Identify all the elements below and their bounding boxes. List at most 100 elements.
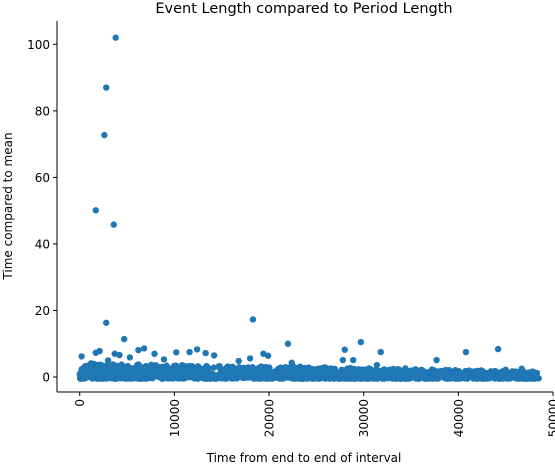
data-point: [360, 368, 368, 375]
data-point: [224, 363, 231, 370]
y-tick-label: 0: [42, 371, 50, 385]
data-point: [121, 375, 129, 382]
chart-title: Event Length compared to Period Length: [155, 1, 452, 17]
data-point: [273, 371, 280, 379]
data-point: [297, 363, 304, 370]
data-point: [206, 372, 214, 380]
data-point: [412, 375, 419, 382]
data-point: [352, 375, 360, 382]
data-point: [249, 316, 257, 323]
data-point: [246, 355, 254, 362]
data-point: [186, 373, 194, 381]
data-point: [379, 372, 386, 380]
data-point: [119, 368, 126, 375]
data-point: [112, 34, 119, 41]
data-point: [134, 372, 141, 380]
data-point: [357, 338, 365, 346]
data-point: [221, 373, 228, 381]
data-point: [194, 363, 202, 370]
data-point: [402, 365, 409, 372]
data-point: [300, 370, 308, 378]
data-point: [135, 366, 142, 373]
data-point: [502, 366, 509, 373]
data-point: [419, 367, 426, 374]
data-point: [135, 346, 142, 354]
data-point: [160, 356, 168, 363]
data-point: [472, 371, 479, 378]
data-point: [193, 369, 200, 376]
data-point: [407, 373, 414, 381]
data-point: [512, 368, 520, 375]
data-point: [464, 369, 471, 376]
data-point: [331, 366, 338, 374]
data-point: [162, 366, 169, 374]
data-point: [92, 207, 100, 214]
data-point: [186, 362, 194, 370]
data-point: [319, 374, 326, 382]
data-point: [438, 372, 445, 379]
data-point: [82, 362, 89, 370]
data-point: [210, 364, 218, 371]
data-point: [103, 319, 110, 326]
x-tick-label: 30000: [357, 399, 371, 437]
data-point: [372, 371, 380, 379]
data-point: [110, 221, 117, 228]
data-point: [310, 369, 318, 377]
y-tick-label: 80: [35, 104, 50, 118]
data-point: [142, 369, 150, 377]
data-point: [235, 357, 242, 365]
data-point: [433, 356, 440, 364]
data-point: [126, 354, 134, 361]
data-point: [78, 371, 85, 378]
data-point: [171, 364, 178, 371]
x-axis-label: Time from end to end of interval: [206, 451, 402, 465]
data-point: [283, 365, 291, 373]
data-point: [104, 357, 112, 364]
data-point: [121, 335, 128, 343]
x-tick-label: 10000: [168, 399, 182, 437]
data-point: [328, 374, 335, 382]
data-point: [507, 369, 515, 376]
data-point: [341, 346, 348, 353]
data-point: [264, 352, 272, 359]
data-point: [498, 371, 506, 379]
data-point: [408, 367, 415, 374]
data-point: [193, 346, 201, 353]
y-tick-label: 20: [35, 304, 50, 318]
data-point: [384, 368, 391, 376]
data-point: [148, 361, 155, 369]
data-point: [262, 363, 269, 371]
data-points: [76, 34, 542, 382]
data-point: [533, 369, 541, 377]
data-point: [124, 362, 132, 370]
data-point: [110, 368, 117, 376]
data-point: [174, 374, 181, 381]
data-point: [451, 374, 458, 381]
data-point: [392, 370, 400, 378]
data-point: [389, 375, 396, 382]
data-point: [78, 353, 85, 360]
x-tick-label: 20000: [263, 399, 277, 437]
data-point: [83, 368, 90, 375]
data-point: [101, 131, 108, 139]
x-ticks: 0 10000 20000 30000 40000 50000: [73, 392, 555, 437]
y-tick-label: 40: [35, 237, 50, 251]
data-point: [321, 364, 329, 371]
data-point: [513, 375, 520, 382]
data-point: [457, 371, 465, 378]
y-ticks: 0 20 40 60 80 100: [27, 38, 57, 385]
data-point: [518, 365, 525, 372]
data-point: [237, 370, 244, 377]
data-point: [116, 351, 123, 359]
data-point: [278, 373, 286, 380]
data-point: [199, 372, 206, 380]
data-point: [345, 375, 353, 382]
data-point: [103, 84, 110, 91]
data-point: [194, 374, 201, 381]
y-tick-label: 100: [27, 38, 50, 52]
data-point: [186, 348, 193, 356]
data-point: [227, 373, 234, 380]
data-point: [173, 349, 180, 356]
y-axis-label: Time compared to mean: [1, 132, 15, 280]
